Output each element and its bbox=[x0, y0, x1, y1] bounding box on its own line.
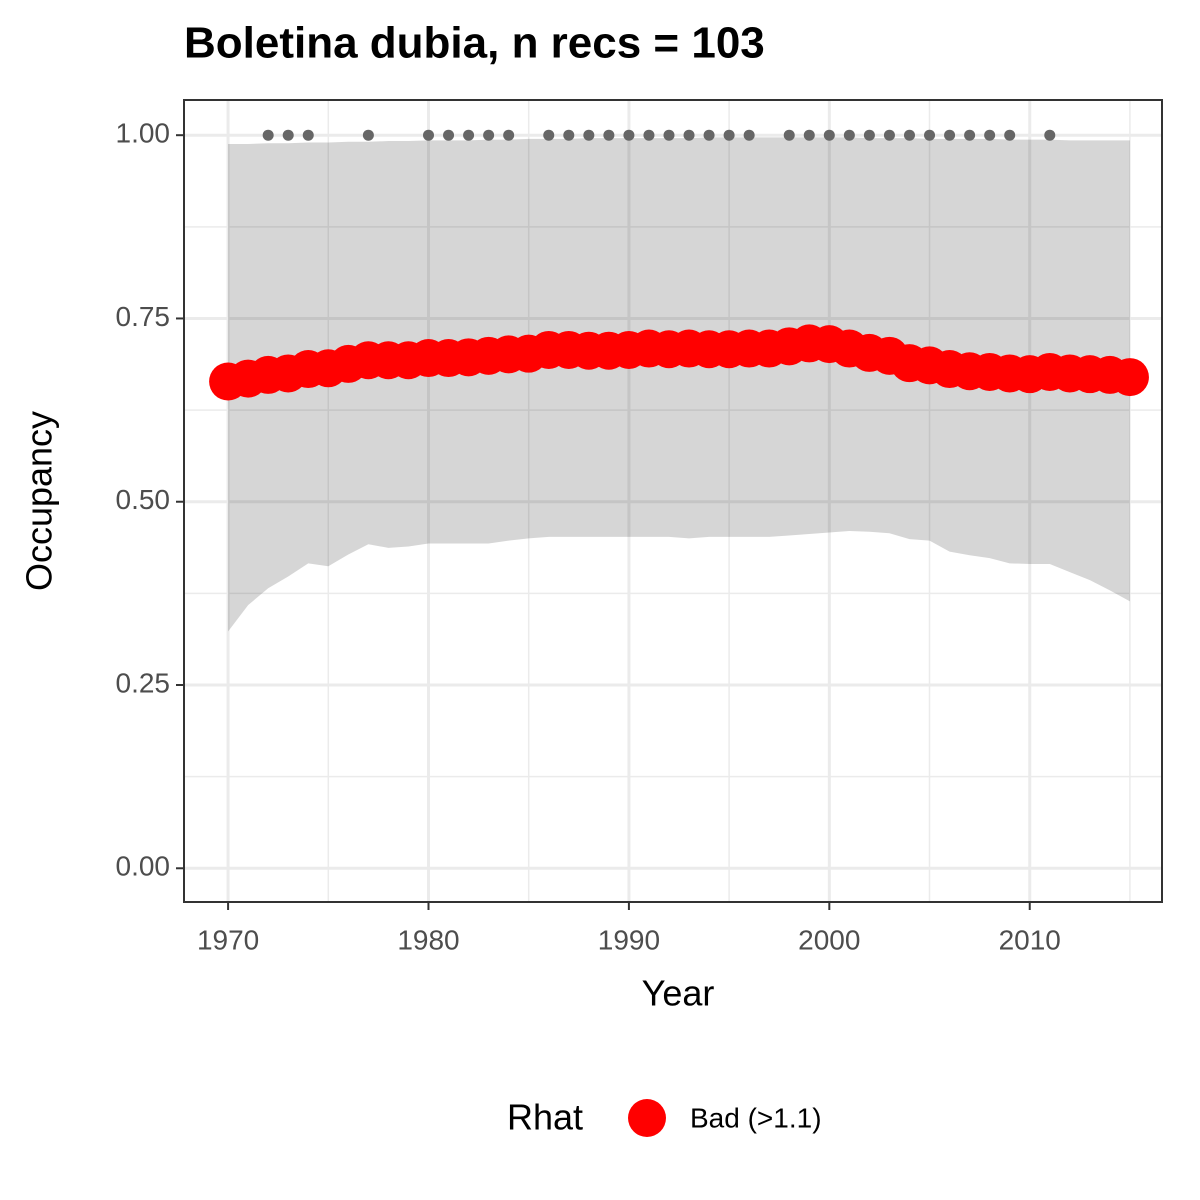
record-point bbox=[302, 129, 314, 141]
y-tick-label: 0.00 bbox=[116, 851, 171, 882]
record-point bbox=[723, 129, 735, 141]
record-point bbox=[944, 129, 956, 141]
x-tick-label: 2010 bbox=[999, 924, 1061, 955]
record-point bbox=[262, 129, 274, 141]
record-point bbox=[483, 129, 495, 141]
record-point bbox=[503, 129, 515, 141]
record-point bbox=[463, 129, 475, 141]
record-point bbox=[603, 129, 615, 141]
x-tick-label: 1980 bbox=[397, 924, 459, 955]
record-point bbox=[663, 129, 675, 141]
record-point bbox=[563, 129, 575, 141]
record-point bbox=[623, 129, 635, 141]
record-point bbox=[823, 129, 835, 141]
record-point bbox=[543, 129, 555, 141]
record-point bbox=[984, 129, 996, 141]
x-tick-label: 1970 bbox=[197, 924, 259, 955]
x-tick-label: 1990 bbox=[598, 924, 660, 955]
point bbox=[1110, 358, 1149, 397]
y-tick-label: 1.00 bbox=[116, 118, 171, 149]
record-point bbox=[803, 129, 815, 141]
record-point bbox=[683, 129, 695, 141]
record-point bbox=[643, 129, 655, 141]
legend-title: Rhat bbox=[507, 1097, 583, 1138]
y-tick-label: 0.50 bbox=[116, 484, 171, 515]
record-point bbox=[443, 129, 455, 141]
confidence-band bbox=[228, 137, 1130, 632]
legend-swatch bbox=[628, 1099, 666, 1137]
record-point bbox=[924, 129, 936, 141]
record-point bbox=[863, 129, 875, 141]
x-axis-label: Year bbox=[642, 973, 715, 1014]
record-point bbox=[583, 129, 595, 141]
record-point bbox=[1044, 129, 1056, 141]
y-tick-label: 0.25 bbox=[116, 667, 171, 698]
record-point bbox=[783, 129, 795, 141]
record-point bbox=[883, 129, 895, 141]
record-point bbox=[964, 129, 976, 141]
record-point bbox=[703, 129, 715, 141]
x-tick-label: 2000 bbox=[798, 924, 860, 955]
record-point bbox=[282, 129, 294, 141]
legend-label: Bad (>1.1) bbox=[690, 1102, 822, 1133]
record-point bbox=[743, 129, 755, 141]
record-point bbox=[362, 129, 374, 141]
record-point bbox=[843, 129, 855, 141]
record-point bbox=[903, 129, 915, 141]
y-tick-label: 0.75 bbox=[116, 301, 171, 332]
y-axis-label: Occupancy bbox=[19, 411, 60, 591]
chart-title: Boletina dubia, n recs = 103 bbox=[184, 19, 765, 68]
record-point bbox=[423, 129, 434, 141]
record-point bbox=[1004, 129, 1016, 141]
